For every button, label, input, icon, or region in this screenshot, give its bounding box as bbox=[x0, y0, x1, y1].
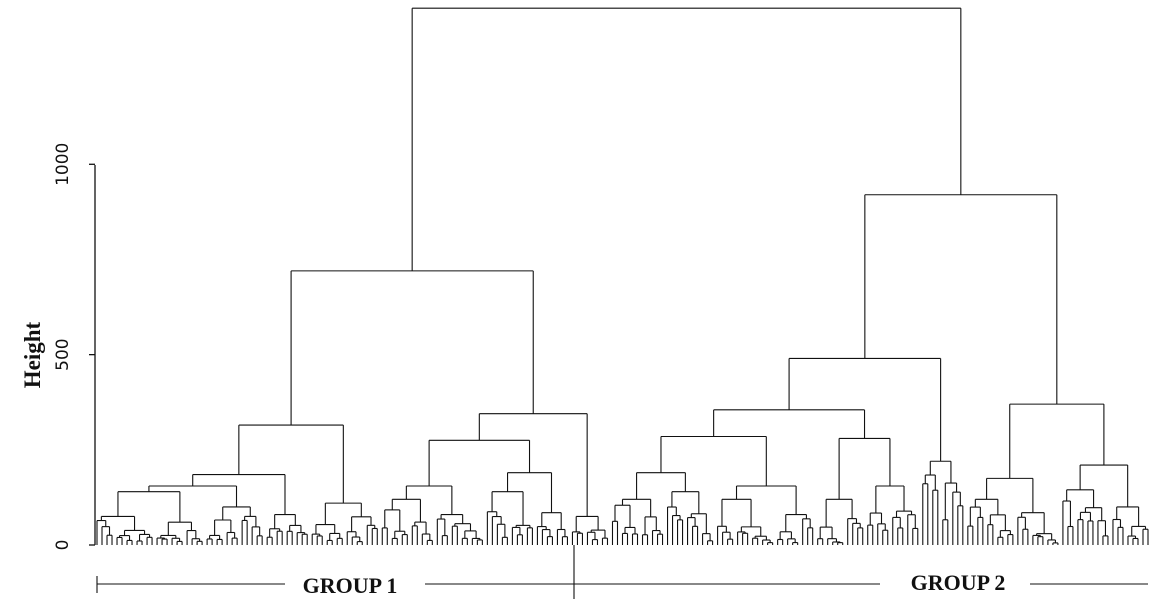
y-tick-label: 1000 bbox=[53, 143, 73, 186]
y-tick-label: 0 bbox=[53, 540, 73, 551]
group-1-label: GROUP 1 bbox=[303, 573, 398, 598]
y-axis-label: Height bbox=[20, 321, 45, 388]
group-brackets: GROUP 1 GROUP 2 bbox=[96, 545, 1148, 599]
group-2-label: GROUP 2 bbox=[911, 570, 1006, 595]
y-axis: 0 500 1000 bbox=[53, 143, 96, 551]
y-tick-label: 500 bbox=[53, 338, 73, 370]
dendrogram-links bbox=[96, 7, 1149, 545]
